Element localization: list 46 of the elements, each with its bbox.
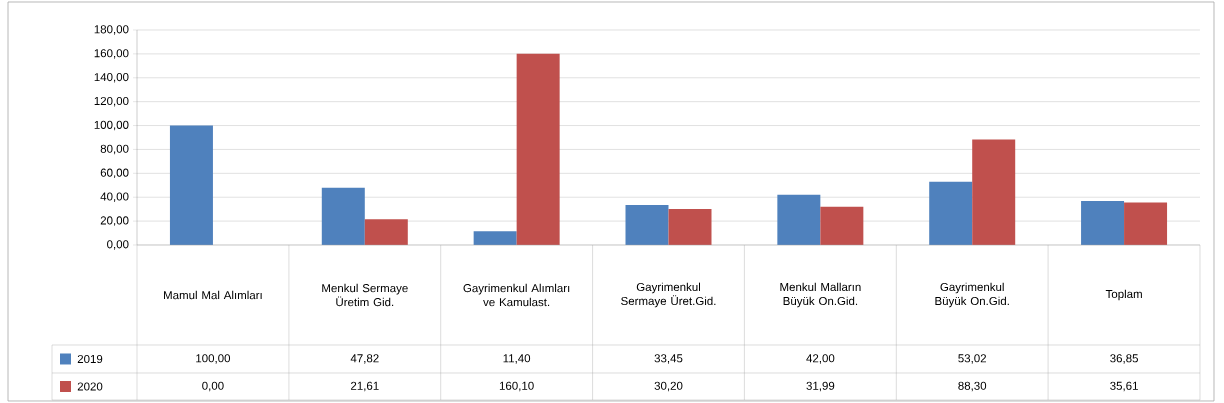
y-tick-label: 180,00 (94, 25, 129, 35)
data-label: 21,61 (351, 381, 379, 392)
data-label: 0,00 (202, 381, 224, 392)
y-tick-label: 80,00 (100, 144, 129, 155)
y-tick-label: 100,00 (94, 120, 129, 131)
y-tick-label: 40,00 (100, 192, 129, 202)
bar (1081, 200, 1125, 245)
bar (473, 231, 517, 245)
bar (820, 206, 864, 245)
data-label: 42,00 (806, 354, 835, 364)
x-tick-label: Gayrimenkul Sermaye Üret.Gid. (621, 282, 716, 308)
y-tick-label: 140,00 (94, 73, 129, 83)
legend-label: 2020 (77, 382, 103, 391)
data-label: 31,99 (806, 381, 835, 392)
y-tick-label: 60,00 (100, 168, 129, 179)
data-label: 53,02 (958, 354, 987, 364)
x-tick-label: Mamul Mal Alımları (164, 290, 262, 300)
data-label: 100,00 (196, 354, 231, 364)
bar (516, 53, 560, 245)
x-tick-label: Menkul Malların Büyük On.Gid. (780, 282, 861, 308)
y-tick-label: 0,00 (107, 240, 129, 250)
bar (169, 125, 213, 245)
bar (625, 205, 669, 245)
bar (929, 181, 973, 245)
x-tick-label: Gayrimenkul Alımları ve Kamulast. (463, 283, 570, 307)
bar (321, 187, 365, 245)
y-tick-label: 160,00 (94, 49, 129, 59)
x-tick-label: Gayrimenkul Büyük On.Gid. (935, 282, 1009, 308)
bar (1124, 202, 1168, 245)
data-label: 47,82 (350, 354, 379, 364)
data-label: 35,61 (1110, 381, 1138, 392)
data-label: 160,10 (499, 381, 534, 392)
x-tick-label: Menkul Sermaye Üretim Gid. (322, 283, 408, 307)
data-label: 30,20 (654, 381, 683, 392)
x-tick-label: Toplam (1105, 289, 1142, 301)
data-label: 33,45 (654, 354, 683, 364)
y-tick-label: 120,00 (94, 96, 129, 107)
data-label: 11,40 (503, 354, 531, 364)
bar (668, 208, 712, 245)
bar (364, 219, 408, 245)
data-label: 88,30 (958, 381, 987, 392)
y-tick-label: 20,00 (100, 216, 129, 226)
bar (972, 139, 1016, 245)
legend-label: 2019 (77, 354, 103, 364)
data-label: 36,85 (1110, 354, 1138, 364)
bar (777, 194, 821, 245)
